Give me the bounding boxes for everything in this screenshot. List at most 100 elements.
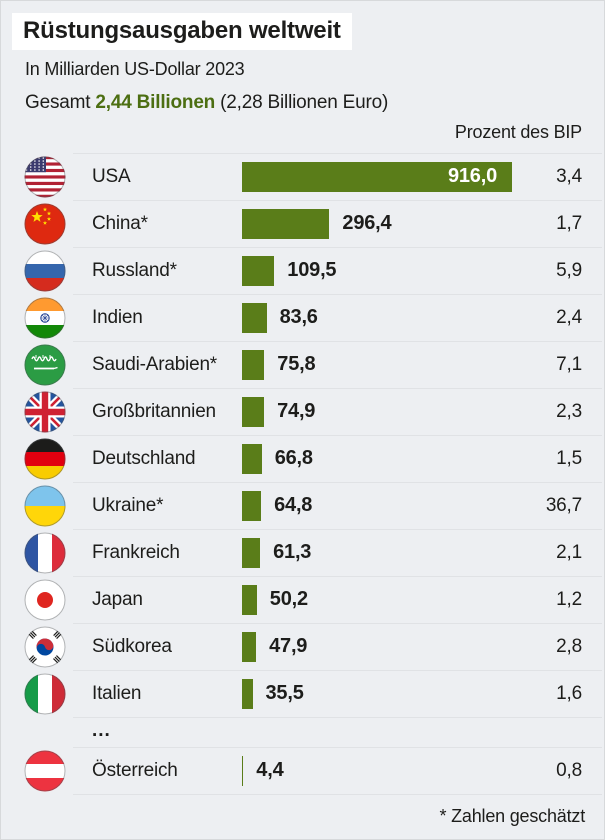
- bar-zone: 109,5: [242, 247, 337, 294]
- bar-zone: 296,4: [242, 200, 392, 247]
- bip-value: 5,9: [556, 259, 582, 281]
- bip-value: 3,4: [556, 165, 582, 187]
- value-bar: [242, 490, 262, 521]
- flag-japan-icon: [24, 579, 66, 621]
- bar-value-label: 83,6: [279, 306, 318, 328]
- table-row: Österreich 4,4 0,8: [0, 747, 605, 794]
- total-suffix: (2,28 Billionen Euro): [215, 92, 389, 113]
- country-label: Italien: [92, 682, 142, 704]
- flag-uk-icon: [24, 391, 66, 433]
- bip-value: 2,8: [556, 635, 582, 657]
- footnote: * Zahlen geschätzt: [439, 806, 586, 826]
- country-label: Japan: [92, 588, 143, 610]
- bar-value-label: 75,8: [277, 353, 316, 375]
- bar-value-label: 109,5: [287, 259, 337, 281]
- country-label: Südkorea: [92, 635, 172, 657]
- country-label: China*: [92, 212, 148, 234]
- bar-zone: 50,2: [242, 576, 308, 623]
- bar-zone: 4,4: [242, 747, 284, 794]
- country-label: Frankreich: [92, 541, 180, 563]
- bip-value: 7,1: [556, 353, 582, 375]
- bip-value: 2,1: [556, 541, 582, 563]
- table-row: Südkorea 47,9 2,8: [0, 623, 605, 670]
- ellipsis-row: ...: [0, 717, 605, 747]
- bip-value: 2,4: [556, 306, 582, 328]
- bar-zone: 47,9: [242, 623, 307, 670]
- bar-zone: 74,9: [242, 388, 315, 435]
- value-bar: [242, 537, 261, 568]
- value-bar: [242, 208, 330, 239]
- page-title: Rüstungsausgaben weltweit: [12, 13, 352, 51]
- country-label: Österreich: [92, 759, 178, 781]
- table-row: Ukraine* 64,8 36,7: [0, 482, 605, 529]
- flag-germany-icon: [24, 438, 66, 480]
- flag-usa-icon: [24, 156, 66, 198]
- bar-zone: 83,6: [242, 294, 318, 341]
- bar-value-label: 916,0: [447, 165, 497, 187]
- flag-india-icon: [24, 297, 66, 339]
- flag-saudi-icon: [24, 344, 66, 386]
- flag-skorea-icon: [24, 626, 66, 668]
- country-label: Saudi-Arabien*: [92, 353, 218, 375]
- bar-chart-rows: USA 916,0 3,4 China* 296,4 1,7 Russland*…: [0, 153, 605, 795]
- table-row: Japan 50,2 1,2: [0, 576, 605, 623]
- flag-russia-icon: [24, 250, 66, 292]
- total-line: Gesamt 2,44 Billionen (2,28 Billionen Eu…: [25, 92, 388, 114]
- bip-value: 1,6: [556, 682, 582, 704]
- country-label: Ukraine*: [92, 494, 164, 516]
- bar-zone: 35,5: [242, 670, 304, 717]
- value-bar: [242, 631, 257, 662]
- value-bar: [242, 755, 244, 786]
- bar-value-label: 4,4: [256, 759, 284, 781]
- flag-austria-icon: [24, 750, 66, 792]
- ellipsis-label: ...: [92, 719, 111, 741]
- value-bar: [242, 349, 265, 380]
- bar-zone: 66,8: [242, 435, 313, 482]
- country-label: Deutschland: [92, 447, 196, 469]
- chart-subtitle: In Milliarden US-Dollar 2023: [25, 59, 245, 79]
- bip-value: 2,3: [556, 400, 582, 422]
- value-bar: [242, 396, 265, 427]
- bar-zone: 916,0: [242, 153, 512, 200]
- bar-zone: 75,8: [242, 341, 316, 388]
- bar-value-label: 66,8: [274, 447, 313, 469]
- value-bar: [242, 302, 267, 333]
- flag-ukraine-icon: [24, 485, 66, 527]
- value-bar: 916,0: [242, 161, 512, 192]
- flag-italy-icon: [24, 673, 66, 715]
- value-bar: [242, 678, 253, 709]
- bar-value-label: 296,4: [342, 212, 392, 234]
- bar-zone: 61,3: [242, 529, 311, 576]
- bottom-divider: [0, 794, 605, 795]
- value-bar: [242, 255, 275, 286]
- table-row: Indien 83,6 2,4: [0, 294, 605, 341]
- country-label: Großbritannien: [92, 400, 216, 422]
- bar-zone: 64,8: [242, 482, 312, 529]
- table-row: Frankreich 61,3 2,1: [0, 529, 605, 576]
- table-row: Deutschland 66,8 1,5: [0, 435, 605, 482]
- bip-value: 1,2: [556, 588, 582, 610]
- bar-value-label: 35,5: [265, 682, 304, 704]
- bip-value: 0,8: [556, 759, 582, 781]
- country-label: USA: [92, 165, 131, 187]
- total-prefix: Gesamt: [25, 92, 96, 113]
- table-row: Großbritannien 74,9 2,3: [0, 388, 605, 435]
- bip-value: 36,7: [545, 494, 582, 516]
- bip-value: 1,7: [556, 212, 582, 234]
- table-row: China* 296,4 1,7: [0, 200, 605, 247]
- bar-value-label: 61,3: [273, 541, 312, 563]
- country-label: Indien: [92, 306, 143, 328]
- value-bar: [242, 443, 262, 474]
- table-row: Russland* 109,5 5,9: [0, 247, 605, 294]
- table-row: Italien 35,5 1,6: [0, 670, 605, 717]
- bar-value-label: 47,9: [269, 635, 308, 657]
- bip-column-header: Prozent des BIP: [454, 122, 582, 142]
- bip-value: 1,5: [556, 447, 582, 469]
- table-row: USA 916,0 3,4: [0, 153, 605, 200]
- country-label: Russland*: [92, 259, 177, 281]
- flag-france-icon: [24, 532, 66, 574]
- flag-china-icon: [24, 203, 66, 245]
- bar-value-label: 50,2: [269, 588, 308, 610]
- bar-value-label: 74,9: [277, 400, 316, 422]
- total-value: 2,44 Billionen: [95, 92, 216, 113]
